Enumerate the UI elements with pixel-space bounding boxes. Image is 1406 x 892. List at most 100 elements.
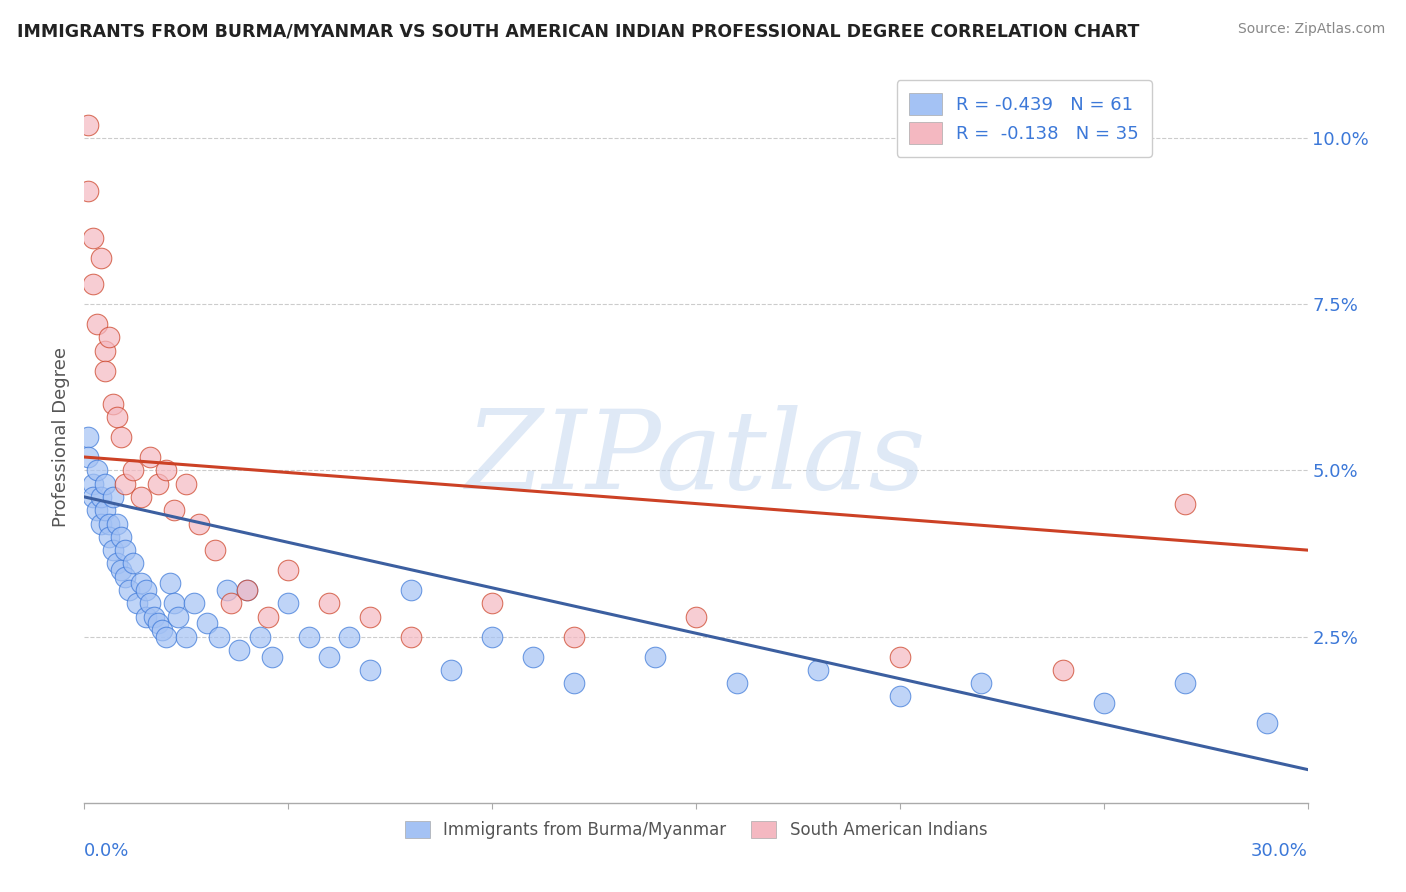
Point bbox=[110, 430, 132, 444]
Point bbox=[93, 503, 115, 517]
Point bbox=[163, 596, 186, 610]
Point bbox=[138, 596, 160, 610]
Point bbox=[807, 663, 830, 677]
Point bbox=[131, 490, 153, 504]
Point bbox=[105, 516, 128, 531]
Point bbox=[359, 609, 381, 624]
Point bbox=[1092, 696, 1115, 710]
Point bbox=[359, 663, 381, 677]
Point bbox=[90, 516, 112, 531]
Point bbox=[110, 563, 132, 577]
Point bbox=[90, 251, 112, 265]
Point bbox=[114, 543, 136, 558]
Point bbox=[228, 643, 250, 657]
Point bbox=[146, 476, 169, 491]
Point bbox=[204, 543, 226, 558]
Point bbox=[399, 582, 422, 597]
Point bbox=[82, 277, 104, 292]
Point bbox=[522, 649, 544, 664]
Point bbox=[82, 476, 104, 491]
Point bbox=[318, 596, 340, 610]
Point bbox=[142, 609, 165, 624]
Point bbox=[155, 630, 177, 644]
Point bbox=[110, 530, 132, 544]
Point bbox=[1052, 663, 1074, 677]
Point bbox=[114, 476, 136, 491]
Point bbox=[1256, 716, 1278, 731]
Point bbox=[105, 557, 128, 571]
Text: ZIPatlas: ZIPatlas bbox=[465, 405, 927, 513]
Point bbox=[138, 450, 160, 464]
Point bbox=[236, 582, 259, 597]
Point bbox=[122, 463, 145, 477]
Point bbox=[97, 330, 120, 344]
Point bbox=[101, 543, 124, 558]
Point bbox=[97, 530, 120, 544]
Point bbox=[155, 463, 177, 477]
Point bbox=[122, 557, 145, 571]
Point bbox=[93, 363, 115, 377]
Point bbox=[217, 582, 239, 597]
Point bbox=[174, 476, 197, 491]
Point bbox=[101, 397, 124, 411]
Point bbox=[187, 516, 209, 531]
Point bbox=[889, 690, 911, 704]
Point bbox=[82, 230, 104, 244]
Point bbox=[167, 609, 190, 624]
Point bbox=[77, 430, 100, 444]
Point bbox=[93, 343, 115, 358]
Text: IMMIGRANTS FROM BURMA/MYANMAR VS SOUTH AMERICAN INDIAN PROFESSIONAL DEGREE CORRE: IMMIGRANTS FROM BURMA/MYANMAR VS SOUTH A… bbox=[17, 22, 1139, 40]
Point bbox=[249, 630, 271, 644]
Point bbox=[1174, 497, 1197, 511]
Point bbox=[236, 582, 259, 597]
Point bbox=[135, 609, 157, 624]
Point bbox=[399, 630, 422, 644]
Point bbox=[86, 317, 108, 331]
Point bbox=[127, 596, 149, 610]
Point bbox=[440, 663, 463, 677]
Point bbox=[339, 630, 361, 644]
Point bbox=[257, 609, 280, 624]
Point bbox=[889, 649, 911, 664]
Point bbox=[77, 450, 100, 464]
Point bbox=[146, 616, 169, 631]
Point bbox=[318, 649, 340, 664]
Point bbox=[298, 630, 321, 644]
Point bbox=[163, 503, 186, 517]
Point bbox=[135, 582, 157, 597]
Point bbox=[277, 563, 299, 577]
Point bbox=[219, 596, 242, 610]
Text: 30.0%: 30.0% bbox=[1251, 842, 1308, 860]
Point bbox=[131, 576, 153, 591]
Point bbox=[114, 570, 136, 584]
Y-axis label: Professional Degree: Professional Degree bbox=[52, 347, 70, 527]
Point bbox=[195, 616, 218, 631]
Point bbox=[101, 490, 124, 504]
Legend: Immigrants from Burma/Myanmar, South American Indians: Immigrants from Burma/Myanmar, South Ame… bbox=[398, 814, 994, 846]
Point bbox=[562, 676, 585, 690]
Point bbox=[183, 596, 205, 610]
Point bbox=[82, 490, 104, 504]
Point bbox=[562, 630, 585, 644]
Point bbox=[93, 476, 115, 491]
Point bbox=[481, 596, 503, 610]
Point bbox=[208, 630, 231, 644]
Point bbox=[150, 623, 173, 637]
Point bbox=[118, 582, 141, 597]
Point bbox=[970, 676, 993, 690]
Point bbox=[86, 503, 108, 517]
Point bbox=[685, 609, 707, 624]
Point bbox=[86, 463, 108, 477]
Text: 0.0%: 0.0% bbox=[84, 842, 129, 860]
Point bbox=[174, 630, 197, 644]
Point bbox=[90, 490, 112, 504]
Point bbox=[1174, 676, 1197, 690]
Point bbox=[105, 410, 128, 425]
Point bbox=[77, 118, 100, 132]
Point bbox=[159, 576, 181, 591]
Point bbox=[277, 596, 299, 610]
Point bbox=[481, 630, 503, 644]
Text: Source: ZipAtlas.com: Source: ZipAtlas.com bbox=[1237, 22, 1385, 37]
Point bbox=[97, 516, 120, 531]
Point bbox=[260, 649, 283, 664]
